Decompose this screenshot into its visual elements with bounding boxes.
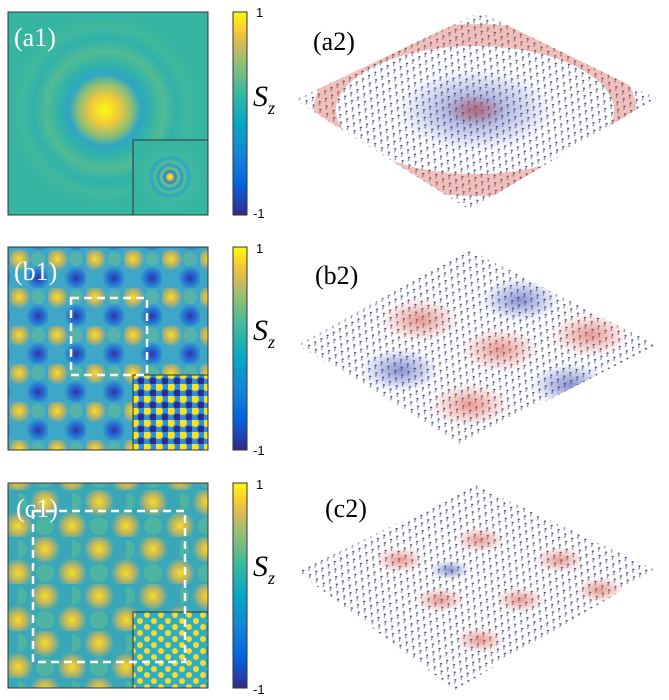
panel-label: (b1) <box>14 257 57 286</box>
map-a1: (a1) <box>7 11 209 216</box>
colorbar: 1 -1 Sz <box>232 477 275 697</box>
colorbar: 1 -1 Sz <box>232 241 275 458</box>
map-c1: (c1) <box>7 482 209 689</box>
panel-label: (a2) <box>313 27 355 56</box>
tick-label: -1 <box>253 443 265 458</box>
tick-label: 1 <box>256 477 263 492</box>
axis-label: Sz <box>253 80 275 118</box>
axis-label: Sz <box>253 314 275 352</box>
map-b1: (b1) <box>7 246 209 451</box>
tick-label: -1 <box>253 206 265 221</box>
panel-label: (c2) <box>325 494 367 523</box>
tick-label: -1 <box>253 682 265 697</box>
panel-label: (b2) <box>315 261 358 290</box>
panel-label: (a1) <box>14 23 56 52</box>
axis-label: Sz <box>253 550 275 588</box>
tick-label: 1 <box>256 241 263 256</box>
panel-label: (c1) <box>16 494 58 523</box>
tick-label: 1 <box>256 5 263 20</box>
colorbar: 1 -1 Sz <box>232 5 275 221</box>
